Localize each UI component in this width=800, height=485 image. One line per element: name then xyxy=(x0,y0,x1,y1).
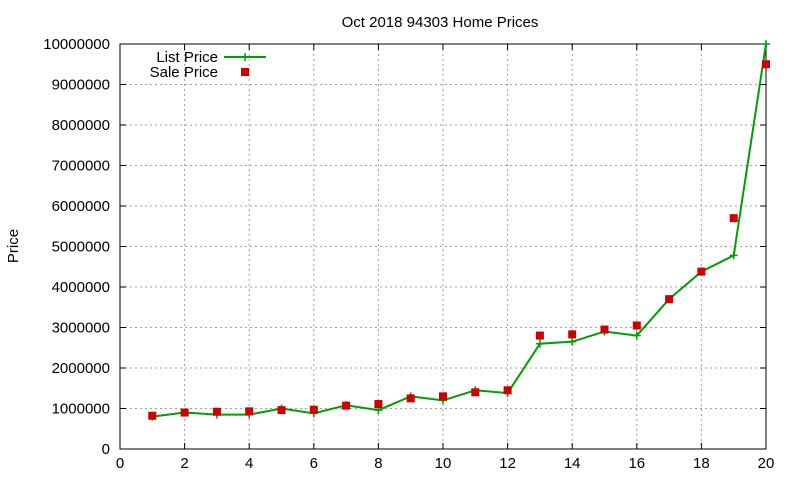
y-tick-label: 3000000 xyxy=(52,320,110,337)
data-point xyxy=(729,214,738,223)
data-point xyxy=(697,267,706,276)
data-point xyxy=(342,401,351,410)
y-axis-label: Price xyxy=(5,229,22,263)
x-tick-label: 6 xyxy=(310,455,318,472)
data-point xyxy=(665,295,674,304)
legend-marker xyxy=(241,53,249,61)
data-point xyxy=(535,339,544,348)
data-point xyxy=(212,407,221,416)
x-tick-label: 10 xyxy=(435,455,452,472)
data-point xyxy=(406,394,415,403)
x-tick-label: 14 xyxy=(564,455,581,472)
data-point xyxy=(245,407,254,416)
legend-label: List Price xyxy=(156,49,218,66)
data-point xyxy=(180,408,189,417)
y-tick-label: 4000000 xyxy=(52,279,110,296)
legend-entry-list-price: List Price xyxy=(156,49,266,66)
data-point xyxy=(439,392,447,401)
series-sale-price xyxy=(148,60,770,420)
x-tick-label: 18 xyxy=(693,455,710,472)
plot-frame xyxy=(119,43,767,450)
series-list-price xyxy=(148,40,770,421)
y-tick-label: 2000000 xyxy=(52,360,110,377)
data-point xyxy=(471,388,480,397)
y-tick-label: 0 xyxy=(102,441,110,458)
data-point xyxy=(729,251,738,260)
data-point xyxy=(535,331,544,340)
data-point xyxy=(600,325,609,334)
x-tick-label: 16 xyxy=(628,455,645,472)
x-tick-label: 12 xyxy=(499,455,516,472)
axes: 0 2 4 6 8 10 12 14 16 18 20 0 1000000 2000000 3000000 4… xyxy=(43,36,774,472)
y-tick-label: 8000000 xyxy=(52,117,110,134)
chart-title: Oct 2018 94303 Home Prices xyxy=(342,14,539,31)
data-point xyxy=(568,330,577,339)
y-tick-label: 6000000 xyxy=(52,198,110,215)
legend-marker xyxy=(241,68,249,76)
data-point xyxy=(374,400,383,409)
data-point xyxy=(762,60,770,69)
y-tick-label: 7000000 xyxy=(52,158,110,175)
data-point xyxy=(632,321,641,330)
x-tick-label: 4 xyxy=(245,455,253,472)
y-tick-label: 9000000 xyxy=(52,77,110,94)
data-point xyxy=(503,386,512,395)
legend-entry-sale-price: Sale Price xyxy=(150,64,249,81)
y-tick-label: 5000000 xyxy=(52,239,110,256)
grid xyxy=(120,44,766,449)
data-point xyxy=(277,406,286,415)
series-line xyxy=(152,43,767,418)
series-layer xyxy=(148,40,770,421)
legend-label: Sale Price xyxy=(150,64,218,81)
y-tick-label: 10000000 xyxy=(43,36,110,53)
data-point xyxy=(568,337,577,346)
x-tick-label: 2 xyxy=(180,455,188,472)
x-tick-label: 8 xyxy=(374,455,382,472)
data-point xyxy=(762,40,770,48)
x-tick-label: 20 xyxy=(758,455,775,472)
data-point xyxy=(148,411,157,420)
y-tick-label: 1000000 xyxy=(52,401,110,418)
x-tick-label: 0 xyxy=(116,455,124,472)
data-point xyxy=(309,405,318,414)
data-point xyxy=(632,331,641,340)
